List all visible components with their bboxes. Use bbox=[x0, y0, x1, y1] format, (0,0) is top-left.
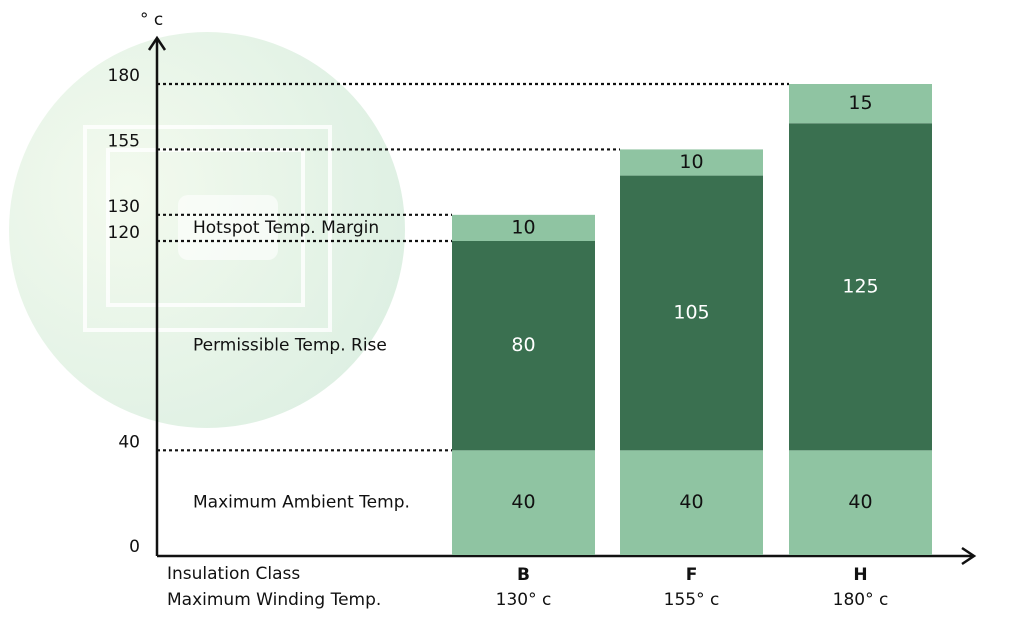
y-tick-label: 130 bbox=[108, 197, 140, 217]
legend-label: Hotspot Temp. Margin bbox=[193, 218, 379, 238]
category-label: H bbox=[853, 565, 867, 585]
bar-segment bbox=[620, 149, 763, 176]
y-tick-label: 155 bbox=[108, 131, 140, 151]
value-label: 40 bbox=[511, 491, 535, 513]
value-label: 40 bbox=[848, 491, 872, 513]
bar-segment bbox=[789, 84, 932, 124]
bar-segment bbox=[789, 450, 932, 555]
y-tick-label: 180 bbox=[108, 66, 140, 86]
value-label: 15 bbox=[848, 92, 872, 114]
winding-temp-label: 180° c bbox=[833, 590, 889, 610]
value-label: 10 bbox=[511, 216, 535, 238]
category-label: B bbox=[517, 565, 530, 585]
value-label: 125 bbox=[842, 275, 878, 297]
y-axis-arrow bbox=[147, 35, 167, 51]
row-label: Maximum Winding Temp. bbox=[167, 590, 381, 610]
x-axis-arrow bbox=[961, 546, 977, 566]
value-label: 10 bbox=[679, 151, 703, 173]
watermark bbox=[9, 32, 405, 428]
bar-segment bbox=[620, 450, 763, 555]
legend-label: Permissible Temp. Rise bbox=[193, 336, 387, 356]
bar-segment bbox=[620, 175, 763, 451]
bar-segment bbox=[452, 214, 595, 241]
y-tick-label: 40 bbox=[118, 432, 140, 452]
category-label: F bbox=[686, 565, 698, 585]
y-tick-label: 0 bbox=[129, 537, 140, 557]
value-label: 40 bbox=[679, 491, 703, 513]
bar-segment bbox=[789, 123, 932, 451]
value-label: 105 bbox=[673, 301, 709, 323]
winding-temp-label: 130° c bbox=[496, 590, 552, 610]
value-label: 80 bbox=[511, 334, 535, 356]
winding-temp-label: 155° c bbox=[664, 590, 720, 610]
y-axis-label: ° c bbox=[140, 10, 163, 30]
legend-label: Maximum Ambient Temp. bbox=[193, 493, 410, 513]
row-label: Insulation Class bbox=[167, 564, 300, 584]
bar-segment bbox=[452, 450, 595, 555]
bar-segment bbox=[452, 241, 595, 451]
y-tick-label: 120 bbox=[108, 223, 140, 243]
